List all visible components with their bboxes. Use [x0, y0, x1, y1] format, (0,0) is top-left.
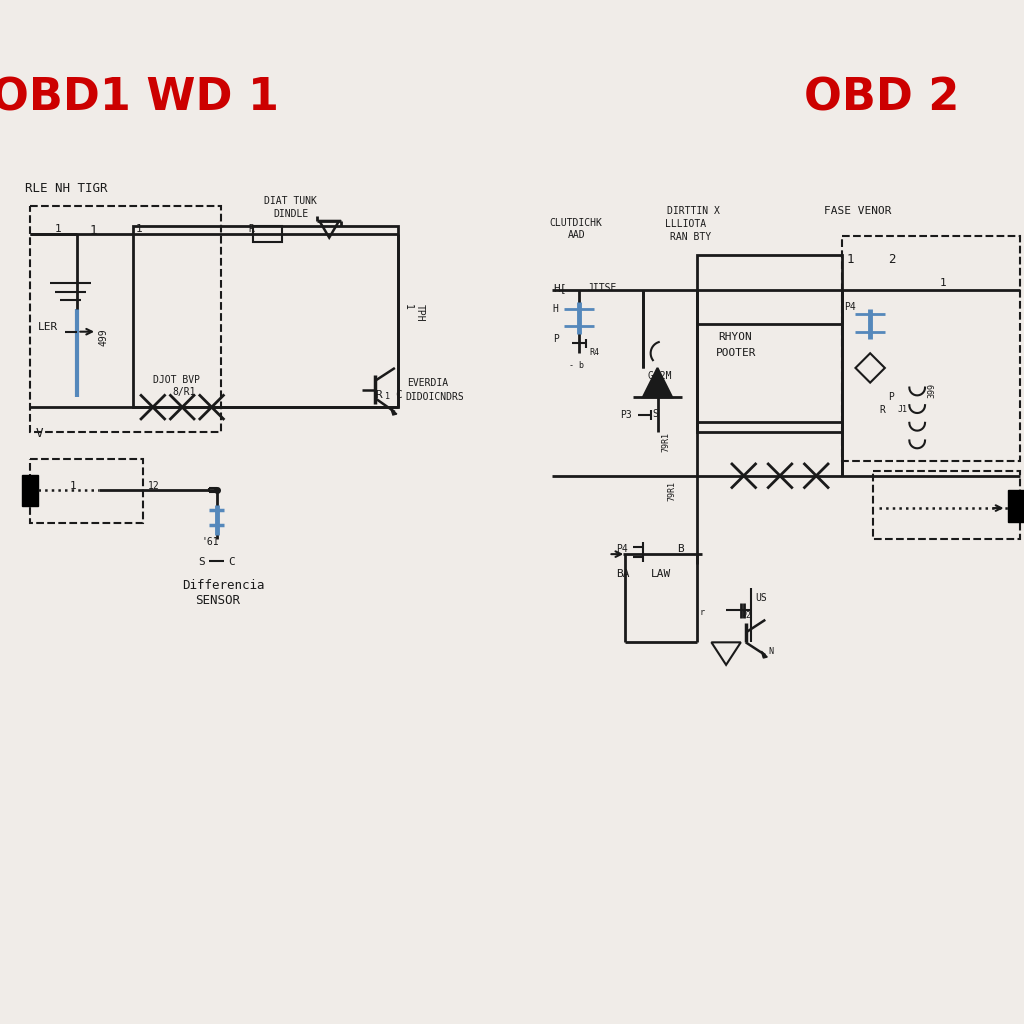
- Text: r: r: [699, 608, 705, 617]
- Text: DIAT TUNK: DIAT TUNK: [263, 197, 316, 207]
- Text: 399: 399: [927, 383, 936, 397]
- Text: P4: P4: [844, 302, 855, 312]
- Text: 2: 2: [888, 253, 895, 266]
- Text: US: US: [756, 593, 767, 603]
- Text: H: H: [553, 304, 558, 314]
- Text: P: P: [888, 392, 894, 402]
- Text: BA: BA: [616, 569, 630, 579]
- Text: N: N: [768, 647, 773, 656]
- Bar: [23, 475, 38, 506]
- Text: P2: P2: [740, 611, 751, 620]
- Text: LLLIOTA: LLLIOTA: [666, 219, 707, 229]
- Text: P: P: [553, 334, 558, 344]
- Text: C: C: [228, 557, 236, 567]
- Text: J1: J1: [898, 406, 907, 414]
- Text: OBD1 WD 1: OBD1 WD 1: [0, 77, 280, 120]
- Bar: [31, 206, 221, 432]
- Text: H[: H[: [554, 283, 567, 293]
- Polygon shape: [391, 410, 397, 415]
- Text: Differencia: Differencia: [182, 579, 265, 592]
- Text: LER: LER: [38, 322, 58, 332]
- Text: V: V: [35, 427, 43, 439]
- Text: DIDOICNDRS: DIDOICNDRS: [406, 392, 465, 402]
- Text: 1: 1: [70, 480, 76, 490]
- Text: 499: 499: [99, 329, 109, 346]
- Text: S: S: [198, 557, 205, 567]
- Polygon shape: [762, 651, 767, 658]
- Bar: [133, 226, 397, 408]
- Bar: [253, 226, 283, 242]
- Text: 6mw: 6mw: [648, 385, 666, 394]
- Text: R: R: [879, 406, 885, 415]
- Bar: [696, 255, 842, 432]
- Text: JITSE: JITSE: [587, 283, 616, 293]
- Bar: [873, 471, 1020, 540]
- Text: 1: 1: [136, 224, 143, 233]
- Text: RAN BTY: RAN BTY: [671, 231, 712, 242]
- Text: DIRTTIN X: DIRTTIN X: [668, 206, 720, 216]
- Text: 1: 1: [940, 278, 946, 288]
- Text: 8/R1: 8/R1: [172, 387, 196, 396]
- Text: - b: - b: [569, 361, 585, 370]
- Text: CLUTDICHK: CLUTDICHK: [550, 218, 602, 228]
- Text: SENSOR: SENSOR: [195, 594, 240, 607]
- Text: '61: '61: [202, 538, 219, 548]
- Text: 1: 1: [55, 224, 61, 233]
- Text: P4: P4: [616, 545, 628, 554]
- Bar: [842, 236, 1020, 461]
- Text: C: C: [395, 390, 401, 400]
- Polygon shape: [643, 368, 672, 397]
- Text: EVERDIA: EVERDIA: [408, 378, 449, 388]
- Text: 79R1: 79R1: [662, 432, 671, 452]
- Text: FASE VENOR: FASE VENOR: [824, 206, 892, 216]
- Text: 1: 1: [385, 392, 390, 401]
- Text: G 2M: G 2M: [648, 371, 671, 381]
- Bar: [31, 459, 143, 523]
- Text: B: B: [677, 545, 684, 554]
- Text: DINDLE: DINDLE: [273, 209, 308, 219]
- Text: AAD: AAD: [567, 229, 585, 240]
- Text: RHYON: RHYON: [718, 332, 752, 342]
- Text: OBD 2: OBD 2: [805, 77, 959, 120]
- Text: 1: 1: [847, 253, 854, 266]
- Text: 1: 1: [89, 224, 96, 237]
- Text: P3: P3: [621, 410, 632, 420]
- Text: 12: 12: [147, 480, 160, 490]
- Text: R4: R4: [589, 348, 599, 357]
- Text: RLE NH TIGR: RLE NH TIGR: [26, 181, 108, 195]
- Text: 79R1: 79R1: [668, 480, 676, 501]
- Text: DJOT BVP: DJOT BVP: [153, 375, 200, 385]
- Bar: [1009, 490, 1024, 522]
- Text: TPH
1: TPH 1: [402, 304, 424, 322]
- Text: LAW: LAW: [650, 569, 671, 579]
- Text: R: R: [248, 224, 254, 233]
- Text: POOTER: POOTER: [717, 348, 757, 358]
- Text: S: S: [652, 410, 658, 419]
- Text: R: R: [375, 390, 382, 400]
